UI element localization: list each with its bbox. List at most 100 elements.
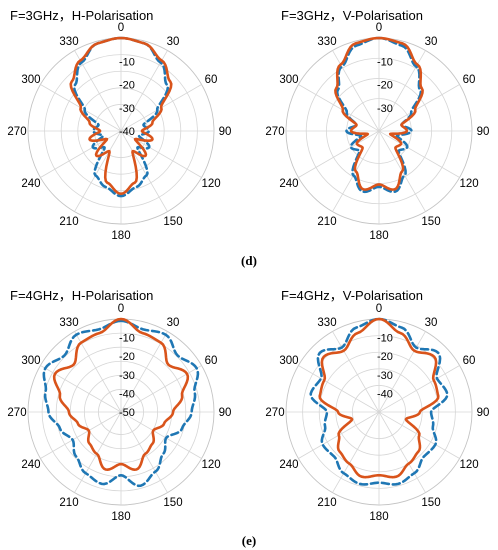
angle-tick-label: 210	[317, 497, 336, 509]
radial-tick-label: -10	[377, 56, 393, 68]
angle-tick-label: 300	[21, 74, 40, 86]
angle-tick-label: 120	[201, 178, 220, 190]
grid-spoke	[120, 50, 168, 132]
angle-tick-label: 300	[279, 74, 298, 86]
grid-spoke	[298, 365, 380, 413]
radial-tick-label: -30	[377, 103, 393, 115]
grid-spoke	[378, 365, 460, 413]
grid-spoke	[120, 411, 202, 459]
grid-spoke	[120, 130, 168, 212]
angle-tick-label: 240	[21, 459, 40, 471]
radial-tick-label: -10	[119, 56, 135, 68]
angle-tick-label: 180	[111, 230, 130, 242]
angle-tick-label: 0	[376, 22, 382, 34]
grid-spoke	[378, 331, 426, 413]
angle-tick-label: 0	[376, 303, 382, 315]
angle-tick-label: 240	[279, 459, 298, 471]
dashed-series-trace	[309, 317, 449, 486]
angle-tick-label: 330	[317, 317, 336, 329]
angle-tick-label: 270	[265, 407, 284, 419]
angle-tick-label: 120	[201, 459, 220, 471]
angle-tick-label: 60	[463, 74, 476, 86]
angle-tick-label: 180	[369, 511, 388, 523]
radial-tick-label: -20	[377, 80, 393, 92]
dashed-series-trace	[335, 36, 423, 194]
angle-tick-label: 300	[279, 355, 298, 367]
angle-tick-label: 210	[59, 216, 78, 228]
dashed-series-trace	[42, 319, 200, 488]
grid-spoke	[378, 411, 426, 493]
radial-tick-label: -50	[119, 407, 135, 419]
angle-tick-label: 330	[59, 317, 78, 329]
angle-tick-label: 330	[317, 36, 336, 48]
grid-spoke	[74, 130, 122, 212]
chart-title: F=3GHz，H-Polarisation	[10, 8, 153, 23]
angle-tick-label: 60	[463, 355, 476, 367]
radial-tick-label: -20	[119, 80, 135, 92]
angle-tick-label: 90	[477, 126, 490, 138]
radial-tick-label: -30	[119, 103, 135, 115]
angle-tick-label: 150	[163, 497, 182, 509]
radial-tick-label: -40	[119, 388, 135, 400]
solid-series-trace	[318, 317, 440, 479]
radial-tick-label: -30	[119, 370, 135, 382]
chart-title: F=4GHz，V-Polarisation	[281, 288, 423, 303]
grid-spoke	[332, 50, 380, 132]
angle-tick-label: 60	[205, 74, 218, 86]
grid-spoke	[74, 50, 122, 132]
grid-spoke	[298, 130, 380, 178]
grid-spoke	[40, 411, 122, 459]
angle-tick-label: 0	[118, 22, 124, 34]
radial-tick-label: -20	[377, 351, 393, 363]
angle-tick-label: 30	[425, 317, 438, 329]
angle-tick-label: 180	[369, 230, 388, 242]
radial-tick-label: -30	[377, 370, 393, 382]
grid-spoke	[378, 84, 460, 132]
radial-tick-label: -40	[377, 388, 393, 400]
grid-spoke	[378, 130, 460, 178]
radial-tick-label: -10	[377, 333, 393, 345]
angle-tick-label: 30	[425, 36, 438, 48]
chart-title: F=3GHz，V-Polarisation	[281, 8, 423, 23]
solid-series-trace	[334, 36, 424, 191]
angle-tick-label: 120	[459, 459, 478, 471]
chart-title: F=4GHz，H-Polarisation	[10, 288, 153, 303]
grid-spoke	[74, 411, 122, 493]
angle-tick-label: 300	[21, 355, 40, 367]
angle-tick-label: 30	[167, 36, 180, 48]
panel-label-d: (d)	[241, 253, 257, 268]
angle-tick-label: 270	[7, 126, 26, 138]
radial-tick-label: -20	[119, 351, 135, 363]
angle-tick-label: 180	[111, 511, 130, 523]
angle-tick-label: 150	[421, 497, 440, 509]
grid-spoke	[332, 411, 380, 493]
angle-tick-label: 210	[59, 497, 78, 509]
grid-spoke	[120, 331, 168, 413]
polar-panels: F=3GHz，H-Polarisation0306090120150180210…	[7, 8, 489, 523]
radial-tick-label: -10	[119, 333, 135, 345]
angle-tick-label: 60	[205, 355, 218, 367]
angle-tick-label: 90	[477, 407, 490, 419]
angle-tick-label: 90	[219, 407, 232, 419]
dashed-series-trace	[72, 36, 170, 198]
angle-tick-label: 90	[219, 126, 232, 138]
angle-tick-label: 270	[7, 407, 26, 419]
angle-tick-label: 0	[118, 303, 124, 315]
angle-tick-label: 150	[421, 216, 440, 228]
angle-tick-label: 150	[163, 216, 182, 228]
grid-spoke	[120, 411, 168, 493]
grid-spoke	[74, 331, 122, 413]
angle-tick-label: 270	[265, 126, 284, 138]
angle-tick-label: 210	[317, 216, 336, 228]
angle-tick-label: 30	[167, 317, 180, 329]
radial-tick-label: -40	[119, 126, 135, 138]
solid-series-trace	[52, 317, 190, 471]
grid-spoke	[298, 84, 380, 132]
angle-tick-label: 330	[59, 36, 78, 48]
grid-spoke	[40, 365, 122, 413]
panel-label-e: (e)	[242, 533, 256, 548]
